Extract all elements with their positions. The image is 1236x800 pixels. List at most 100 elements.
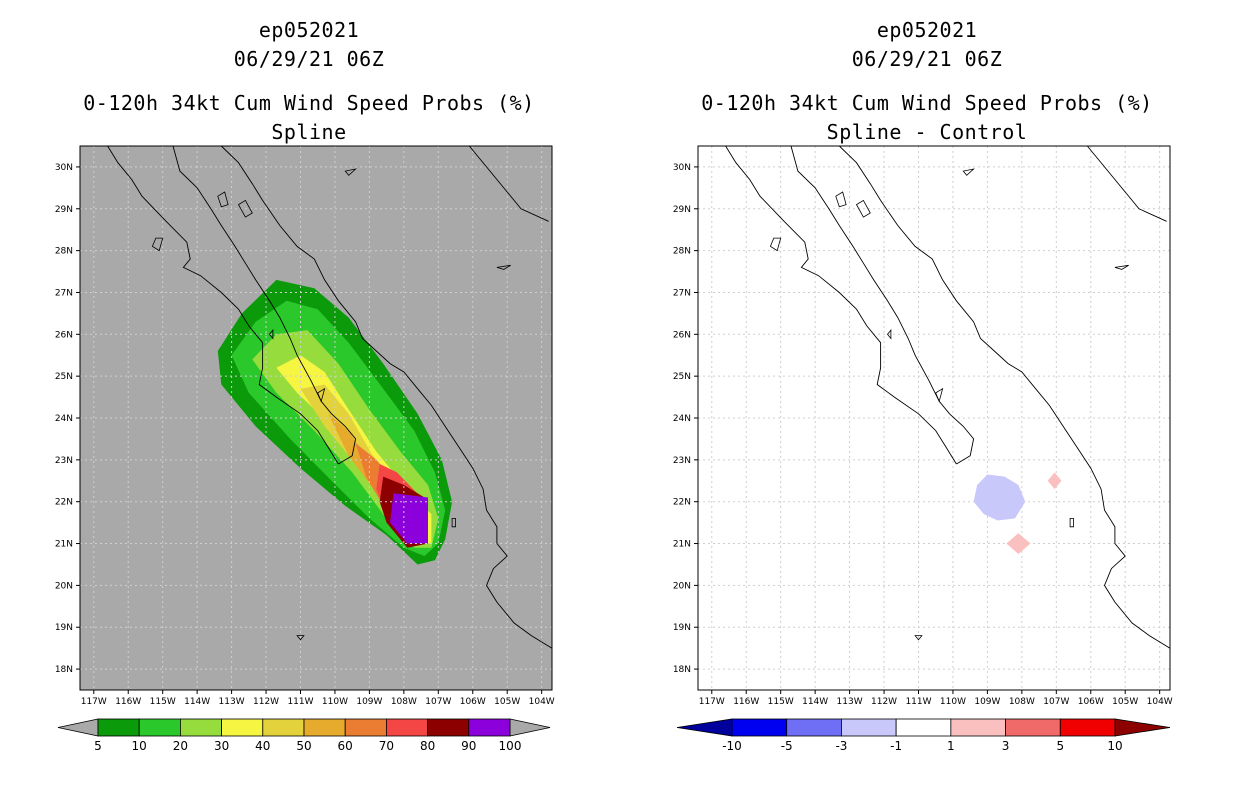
lon-label: 110W	[322, 697, 348, 707]
colorbar-label: 10	[132, 739, 147, 753]
colorbar-swatch	[179, 718, 222, 737]
lon-label: 116W	[733, 697, 759, 707]
diff-contour-positive	[1006, 533, 1031, 554]
colorbar-swatch	[468, 718, 511, 737]
colorbar-label: -10	[722, 739, 742, 753]
colorbar-low-arrow	[57, 718, 99, 737]
island-outline	[451, 518, 456, 528]
lon-label: 115W	[768, 697, 794, 707]
colorbar-label: 80	[420, 739, 435, 753]
coastline	[725, 145, 957, 465]
lon-label: 105W	[1112, 697, 1138, 707]
colorbar-swatch	[138, 718, 181, 737]
colorbar-swatch	[841, 718, 897, 737]
lon-label: 109W	[356, 697, 382, 707]
lat-label: 22N	[673, 498, 691, 508]
island-outline	[344, 168, 357, 176]
colorbar-label: 90	[461, 739, 476, 753]
storm-id: ep052021	[258, 18, 360, 42]
right-panel: ep052021 06/29/21 06Z 0-120h 34kt Cum Wi…	[618, 0, 1236, 800]
colorbar-label: 1	[947, 739, 955, 753]
product-subtitle: Spline - Control	[826, 120, 1028, 144]
colorbar-label: 30	[214, 739, 229, 753]
island-outline	[855, 199, 871, 218]
probability-map: 117W 116W 115W 114W 113W 112W 111W 110W 109W 108W…	[55, 145, 555, 753]
diff-contour-negative	[973, 474, 1026, 521]
lon-label: 106W	[460, 697, 486, 707]
island-outline	[296, 635, 305, 641]
colorbar-label: 70	[379, 739, 394, 753]
lat-label: 29N	[55, 205, 73, 215]
colorbar-swatch	[344, 718, 387, 737]
colorbar-swatch	[786, 718, 842, 737]
colorbar-label: 60	[338, 739, 353, 753]
colorbar-swatch	[950, 718, 1006, 737]
lat-label: 22N	[55, 498, 73, 508]
coastline	[220, 145, 553, 649]
lat-label: 19N	[673, 623, 691, 633]
product-title: 0-120h 34kt Cum Wind Speed Probs (%)	[701, 91, 1153, 115]
island-outline	[1069, 518, 1074, 528]
colorbar-label: 10	[1107, 739, 1122, 753]
lat-label: 29N	[673, 205, 691, 215]
colorbar-swatch	[221, 718, 264, 737]
colorbar-swatch	[731, 718, 788, 737]
lat-label: 19N	[55, 623, 73, 633]
lon-label: 112W	[253, 697, 279, 707]
island-outline	[151, 237, 164, 252]
prob-contour-90	[390, 493, 428, 544]
lon-label: 104W	[1147, 697, 1173, 707]
lon-label: 111W	[287, 697, 313, 707]
colorbar-swatch	[385, 718, 428, 737]
lat-label: 23N	[673, 456, 691, 466]
colorbar-label: -5	[781, 739, 793, 753]
colorbar-swatch	[1005, 718, 1061, 737]
colorbar-label: -1	[890, 739, 902, 753]
colorbar-swatch	[895, 718, 952, 737]
lat-label: 27N	[55, 288, 73, 298]
lon-label: 107W	[1043, 697, 1069, 707]
colorbar-label: 5	[1056, 739, 1064, 753]
island-outline	[769, 237, 782, 252]
coastline	[790, 145, 975, 465]
coastline	[172, 145, 357, 465]
coastline	[468, 145, 549, 222]
lat-label: 21N	[673, 540, 691, 550]
colorbar-swatch	[427, 718, 470, 737]
product-title: 0-120h 34kt Cum Wind Speed Probs (%)	[83, 91, 535, 115]
forecast-time: 06/29/21 06Z	[851, 47, 1003, 71]
lon-label: 117W	[699, 697, 725, 707]
lat-label: 21N	[55, 540, 73, 550]
island-outline	[914, 635, 923, 641]
colorbar-low-arrow	[676, 718, 733, 737]
lon-label: 117W	[81, 697, 107, 707]
lon-label: 113W	[219, 697, 245, 707]
island-outline	[935, 387, 944, 403]
lat-label: 30N	[55, 163, 73, 173]
colorbar-label: 40	[255, 739, 270, 753]
lat-label: 30N	[673, 163, 691, 173]
lat-label: 20N	[55, 581, 73, 591]
lat-label: 23N	[55, 456, 73, 466]
colorbar-label: 50	[296, 739, 311, 753]
colorbar-swatch	[97, 718, 140, 737]
lon-label: 115W	[150, 697, 176, 707]
lon-label: 111W	[905, 697, 931, 707]
lat-label: 27N	[673, 288, 691, 298]
lat-label: 20N	[673, 581, 691, 591]
lon-label: 107W	[425, 697, 451, 707]
lon-label: 113W	[837, 697, 863, 707]
lon-label: 108W	[391, 697, 417, 707]
coastline	[107, 145, 339, 465]
colorbar-swatch	[262, 718, 305, 737]
lon-label: 112W	[871, 697, 897, 707]
colorbar-label: 20	[173, 739, 188, 753]
colorbar-label: 5	[94, 739, 102, 753]
left-panel: ep052021 06/29/21 06Z 0-120h 34kt Cum Wi…	[55, 18, 555, 753]
colorbar-high-arrow	[509, 718, 551, 737]
island-outline	[237, 199, 253, 218]
island-outline	[886, 328, 892, 340]
lon-label: 114W	[802, 697, 828, 707]
diff-contour-positive	[1047, 472, 1062, 490]
lat-label: 28N	[673, 247, 691, 257]
